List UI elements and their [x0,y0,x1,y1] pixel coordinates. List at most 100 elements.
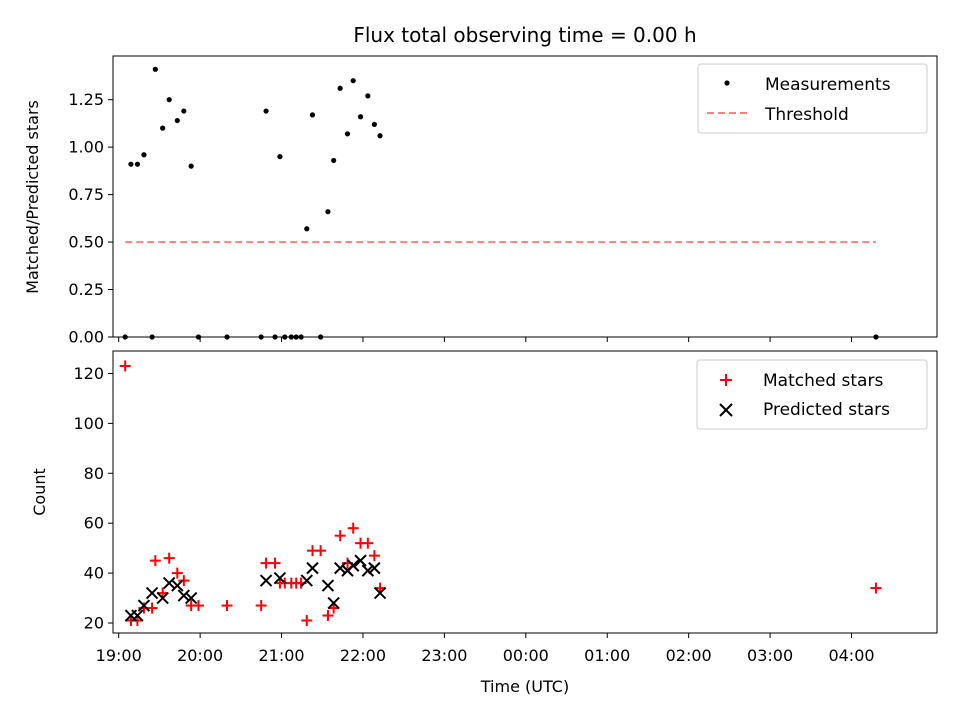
predicted-star-point [354,554,367,567]
predicted-star-point [333,561,347,575]
matched-star-point [362,537,374,549]
measurement-point [122,334,128,340]
measurement-point [174,117,180,124]
measurement-point [365,93,371,99]
matched-star-point [221,600,233,612]
measurement-point [298,334,304,340]
measurement-point [288,334,294,340]
legend-predicted-marker [719,403,733,417]
measurement-point [377,133,383,139]
predicted-star-point [184,591,198,605]
measurement-point [152,66,158,72]
measurement-point [344,131,351,137]
ratio-y-tick-label: 0.75 [68,185,104,204]
measurement-point [282,334,288,340]
matched-star-point [178,575,190,587]
legend-matched-marker [720,374,732,386]
measurement-point [304,226,310,232]
measurement-point [293,334,299,340]
count-y-tick-label: 40 [84,564,104,583]
count-y-axis: 20 40 60 80 100 120 [73,364,113,633]
ratio-y-tick-label: 0.00 [68,328,104,347]
x-tick-label: 21:00 [258,646,304,665]
predicted-star-point [273,571,287,585]
predicted-star-point [131,609,144,622]
ratio-y-tick-label: 0.50 [68,233,104,252]
predicted-star-point [171,579,184,592]
matched-star-point [315,545,327,557]
count-panel: 20 40 60 80 100 120 19:00 20:00 21:00 22:00 23:00… [30,350,938,696]
count-y-tick-label: 120 [73,364,104,383]
ratio-y-axis: 0.00 0.25 0.50 0.75 1.00 1.25 [68,90,113,347]
legend-threshold-label: Threshold [764,105,849,125]
count-marks [119,360,882,627]
ratio-y-tick-label: 1.00 [68,138,104,157]
x-tick-label: 23:00 [421,646,467,665]
legend-measurements-marker [724,80,730,86]
matched-star-point [163,552,175,564]
predicted-star-point [373,586,387,600]
matched-star-point [119,360,131,372]
predicted-star-point [145,586,159,600]
measurement-point [325,209,331,215]
measurement-point [309,112,316,118]
x-tick-label: 04:00 [828,646,874,665]
ratio-legend-box [697,63,928,134]
matched-star-point [255,600,267,612]
ratio-panel: 0.00 0.25 0.50 0.75 1.00 1.25 Matched/Predict… [23,55,938,347]
x-tick-label: 19:00 [96,646,142,665]
measurement-point [263,108,269,114]
matched-star-point [301,615,313,627]
predicted-star-point [368,561,381,575]
measurement-point [134,161,141,167]
matched-star-point [171,567,183,579]
count-y-axis-label: Count [30,468,49,516]
measurement-point [357,114,364,120]
measurement-point [195,334,202,340]
count-panel-frame [112,350,938,634]
ratio-legend: Measurements Threshold [697,63,928,134]
matched-star-point [334,530,346,542]
measurement-point [188,163,194,169]
ratio-panel-frame [112,55,938,338]
predicted-star-point [259,574,273,587]
x-axis-label: Time (UTC) [480,677,569,696]
measurement-point [160,125,166,131]
measurement-point [128,161,134,167]
matched-star-point [322,610,334,622]
matched-star-point [269,557,281,569]
matched-star-point [146,602,158,614]
x-tick-label: 02:00 [666,646,712,665]
predicted-star-point [361,564,375,577]
measurement-point [224,334,230,340]
matched-star-point [192,600,204,612]
count-y-tick-label: 60 [84,514,104,533]
x-tick-label: 01:00 [584,646,630,665]
figure-title: Flux total observing time = 0.00 h [353,23,696,47]
ratio-y-tick-label: 0.25 [68,280,104,299]
measurement-point [258,334,264,340]
ratio-y-axis-label: Matched/Predicted stars [23,100,42,294]
measurement-point [149,334,155,340]
x-tick-label: 00:00 [503,646,549,665]
measurement-point [141,152,147,158]
legend-measurements-label: Measurements [765,75,891,95]
count-legend: Matched stars Predicted stars [696,359,928,430]
measurement-point [272,334,278,340]
count-y-tick-label: 80 [84,464,104,483]
measurement-point [371,121,377,127]
matched-star-point [870,582,882,594]
measurement-point [873,334,879,340]
measurement-point [166,97,172,103]
count-y-tick-label: 20 [84,614,104,633]
matched-star-point [347,522,359,534]
ratio-marks [122,66,879,340]
predicted-star-point [327,596,340,610]
predicted-star-point [177,589,191,602]
measurement-point [337,85,343,91]
measurement-point [181,108,187,114]
matched-star-point [368,550,380,562]
predicted-star-point [321,579,335,592]
x-tick-label: 03:00 [747,646,793,665]
